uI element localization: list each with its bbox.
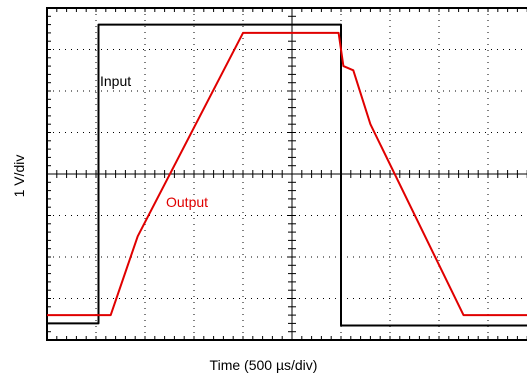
graticule-ticks [46, 8, 527, 341]
input-series-label: Input [100, 73, 132, 89]
plot-frame [46, 7, 527, 341]
traces [47, 23, 527, 327]
input-trace [47, 23, 527, 327]
output-trace [47, 31, 527, 317]
y-axis-label: 1 V/div [11, 154, 27, 198]
x-axis-label: Time (500 µs/div) [209, 357, 318, 373]
output-series-label: Output [166, 194, 209, 210]
